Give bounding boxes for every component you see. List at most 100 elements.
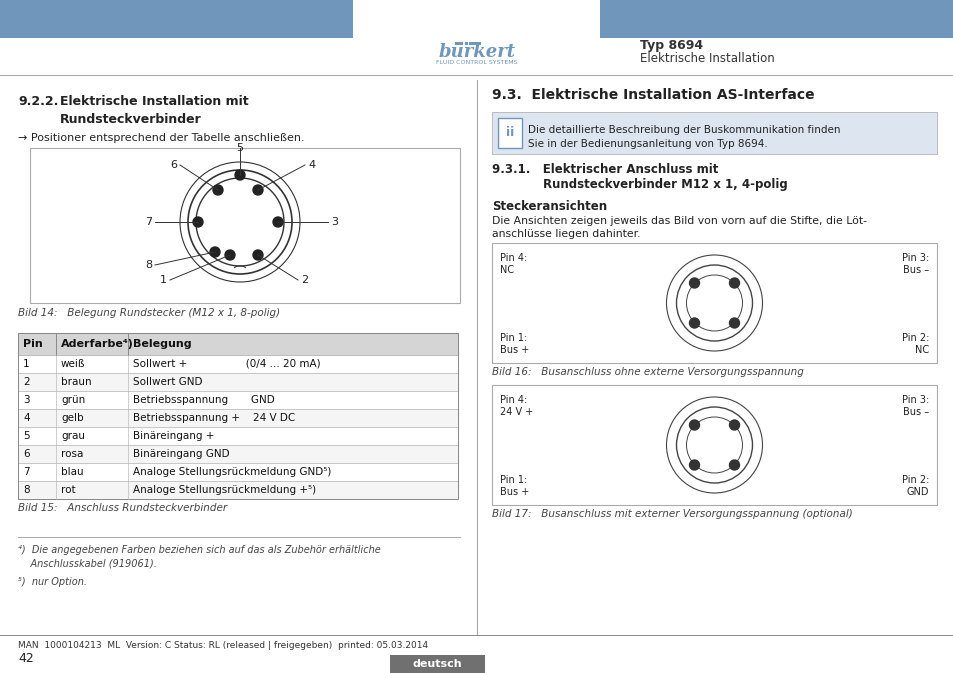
- Text: 9.3.1.   Elektrischer Anschluss mit: 9.3.1. Elektrischer Anschluss mit: [492, 163, 718, 176]
- Text: → Positioner entsprechend der Tabelle anschließen.: → Positioner entsprechend der Tabelle an…: [18, 133, 304, 143]
- Text: Analoge Stellungsrückmeldung +⁵): Analoge Stellungsrückmeldung +⁵): [132, 485, 315, 495]
- Text: 2: 2: [23, 377, 30, 387]
- Text: 8: 8: [145, 260, 152, 270]
- Bar: [455, 42, 462, 45]
- Circle shape: [689, 460, 699, 470]
- Text: rosa: rosa: [61, 449, 83, 459]
- Bar: [492, 385, 936, 505]
- Text: Sollwert GND: Sollwert GND: [132, 377, 202, 387]
- Bar: [469, 42, 480, 45]
- Text: 9.2.2.: 9.2.2.: [18, 95, 58, 108]
- Text: Pin 2:
GND: Pin 2: GND: [901, 474, 928, 497]
- Text: Typ 8694: Typ 8694: [639, 38, 702, 52]
- Text: Steckeransichten: Steckeransichten: [492, 200, 606, 213]
- Text: Aderfarbe⁴): Aderfarbe⁴): [61, 339, 133, 349]
- Circle shape: [729, 318, 739, 328]
- Circle shape: [689, 278, 699, 288]
- Text: 9.3.  Elektrische Installation AS-Interface: 9.3. Elektrische Installation AS-Interfa…: [492, 88, 814, 102]
- Text: Pin 3:
Bus –: Pin 3: Bus –: [901, 253, 928, 275]
- Text: gelb: gelb: [61, 413, 84, 423]
- Bar: [18, 427, 457, 445]
- Circle shape: [689, 318, 699, 328]
- Text: ⁴)  Die angegebenen Farben beziehen sich auf das als Zubehör erhältliche
    Ans: ⁴) Die angegebenen Farben beziehen sich …: [18, 545, 380, 568]
- Text: 7: 7: [23, 467, 30, 477]
- Circle shape: [729, 420, 739, 430]
- Circle shape: [210, 247, 220, 257]
- Text: Pin 3:
Bus –: Pin 3: Bus –: [901, 395, 928, 417]
- Bar: [18, 409, 457, 427]
- Text: 6: 6: [23, 449, 30, 459]
- Circle shape: [213, 185, 223, 195]
- Text: FLUID CONTROL SYSTEMS: FLUID CONTROL SYSTEMS: [436, 61, 517, 65]
- Text: blau: blau: [61, 467, 84, 477]
- Bar: [492, 112, 936, 154]
- Circle shape: [253, 185, 263, 195]
- Text: Die detaillierte Beschreibung der Buskommunikation finden
Sie in der Bedienungsa: Die detaillierte Beschreibung der Buskom…: [527, 125, 840, 149]
- Text: Binäreingang +: Binäreingang +: [132, 431, 214, 441]
- Text: Pin 1:
Bus +: Pin 1: Bus +: [499, 332, 529, 355]
- Circle shape: [273, 217, 283, 227]
- Text: grün: grün: [61, 395, 85, 405]
- Circle shape: [729, 278, 739, 288]
- Text: Bild 16:   Busanschluss ohne externe Versorgungsspannung: Bild 16: Busanschluss ohne externe Verso…: [492, 367, 803, 377]
- Bar: [492, 243, 936, 363]
- Text: Pin 2:
NC: Pin 2: NC: [901, 332, 928, 355]
- Text: Belegung: Belegung: [132, 339, 192, 349]
- Text: grau: grau: [61, 431, 85, 441]
- Text: deutsch: deutsch: [413, 659, 462, 669]
- Text: Sollwert +                  (0/4 ... 20 mA): Sollwert + (0/4 ... 20 mA): [132, 359, 320, 369]
- Circle shape: [253, 250, 263, 260]
- Text: Pin 4:
NC: Pin 4: NC: [499, 253, 527, 275]
- Text: rot: rot: [61, 485, 75, 495]
- Bar: [18, 481, 457, 499]
- Circle shape: [225, 250, 234, 260]
- Bar: [18, 463, 457, 481]
- Text: Die Ansichten zeigen jeweils das Bild von vorn auf die Stifte, die Löt-
anschlüs: Die Ansichten zeigen jeweils das Bild vo…: [492, 216, 866, 239]
- Text: 42: 42: [18, 653, 33, 666]
- Text: 6: 6: [170, 160, 177, 170]
- Text: ii: ii: [505, 127, 514, 139]
- Text: Binäreingang GND: Binäreingang GND: [132, 449, 230, 459]
- Text: weiß: weiß: [61, 359, 86, 369]
- Bar: [0, 0, 353, 38]
- Bar: [390, 655, 484, 673]
- Circle shape: [193, 217, 203, 227]
- Text: 4: 4: [308, 160, 314, 170]
- Text: 5: 5: [23, 431, 30, 441]
- Text: Elektrische Installation: Elektrische Installation: [639, 52, 774, 65]
- Bar: [30, 148, 459, 303]
- Bar: [464, 42, 468, 45]
- Text: Bild 14:   Belegung Rundstecker (M12 x 1, 8-polig): Bild 14: Belegung Rundstecker (M12 x 1, …: [18, 308, 280, 318]
- Bar: [18, 391, 457, 409]
- Bar: [18, 333, 457, 499]
- Text: Betriebsspannung +    24 V DC: Betriebsspannung + 24 V DC: [132, 413, 294, 423]
- Text: Pin: Pin: [23, 339, 43, 349]
- Bar: [18, 373, 457, 391]
- Text: 5: 5: [236, 143, 243, 153]
- Bar: [18, 445, 457, 463]
- Text: bürkert: bürkert: [438, 43, 515, 61]
- Text: 1: 1: [160, 275, 167, 285]
- Text: Bild 15:   Anschluss Rundsteckverbinder: Bild 15: Anschluss Rundsteckverbinder: [18, 503, 227, 513]
- Text: ⁵)  nur Option.: ⁵) nur Option.: [18, 577, 87, 587]
- Text: Analoge Stellungsrückmeldung GND⁵): Analoge Stellungsrückmeldung GND⁵): [132, 467, 331, 477]
- Bar: [18, 355, 457, 373]
- Text: 3: 3: [331, 217, 337, 227]
- Text: Rundsteckverbinder M12 x 1, 4-polig: Rundsteckverbinder M12 x 1, 4-polig: [542, 178, 787, 191]
- Circle shape: [689, 420, 699, 430]
- Bar: [18, 333, 457, 355]
- Text: Bild 17:   Busanschluss mit externer Versorgungsspannung (optional): Bild 17: Busanschluss mit externer Verso…: [492, 509, 852, 519]
- Text: Elektrische Installation mit
Rundsteckverbinder: Elektrische Installation mit Rundsteckve…: [60, 95, 249, 126]
- Text: 8: 8: [23, 485, 30, 495]
- Circle shape: [729, 460, 739, 470]
- Text: 7: 7: [145, 217, 152, 227]
- Text: Pin 4:
24 V +: Pin 4: 24 V +: [499, 395, 533, 417]
- Text: Betriebsspannung       GND: Betriebsspannung GND: [132, 395, 274, 405]
- Bar: [599, 0, 953, 38]
- Text: Pin 1:
Bus +: Pin 1: Bus +: [499, 474, 529, 497]
- Text: 4: 4: [23, 413, 30, 423]
- Text: MAN  1000104213  ML  Version: C Status: RL (released | freigegeben)  printed: 05: MAN 1000104213 ML Version: C Status: RL …: [18, 641, 428, 649]
- Text: 1: 1: [23, 359, 30, 369]
- Text: 2: 2: [301, 275, 308, 285]
- Circle shape: [234, 170, 245, 180]
